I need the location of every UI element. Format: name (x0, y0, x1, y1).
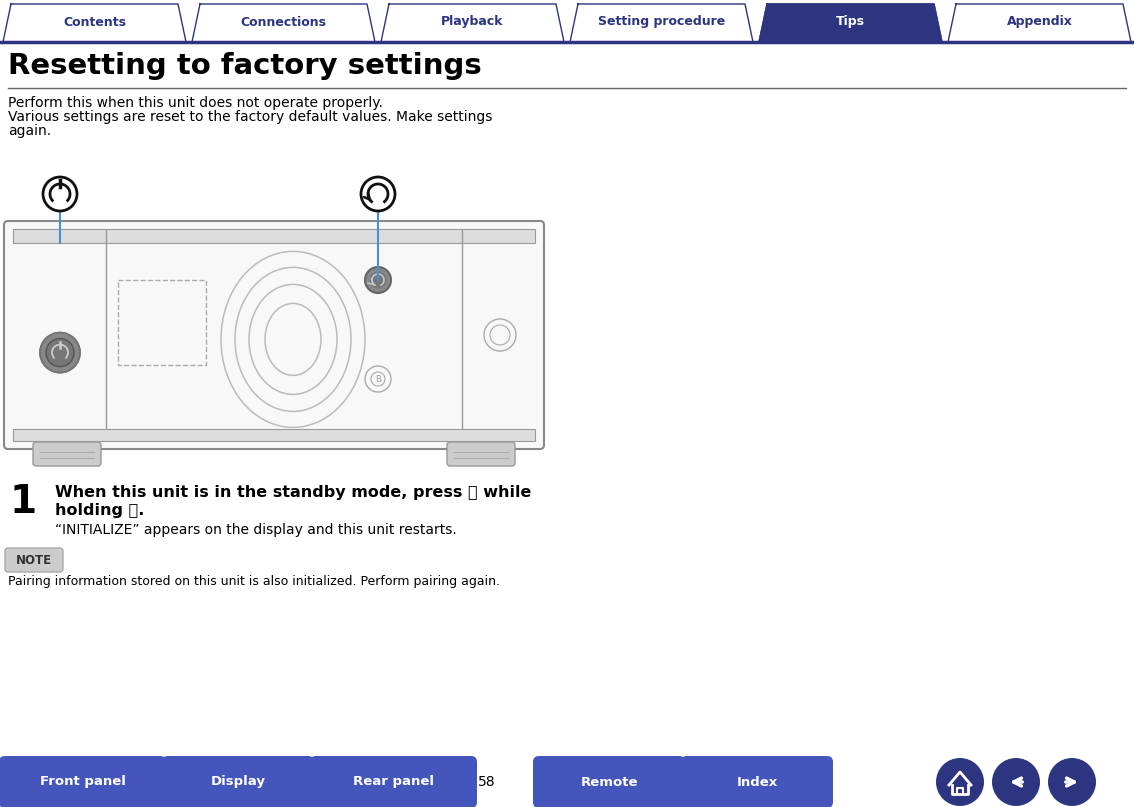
FancyBboxPatch shape (5, 221, 544, 449)
Text: Rear panel: Rear panel (353, 776, 434, 788)
Text: again.: again. (8, 124, 51, 138)
Text: 58: 58 (479, 775, 496, 789)
Polygon shape (570, 4, 753, 42)
Text: 1: 1 (10, 483, 37, 521)
Text: Appendix: Appendix (1007, 15, 1073, 28)
Text: Contents: Contents (64, 15, 126, 28)
Circle shape (992, 758, 1040, 806)
FancyBboxPatch shape (533, 756, 685, 807)
Text: Front panel: Front panel (40, 776, 126, 788)
Text: B: B (375, 374, 381, 383)
Text: NOTE: NOTE (16, 554, 52, 567)
Text: Resetting to factory settings: Resetting to factory settings (8, 52, 482, 80)
Text: Playback: Playback (441, 15, 503, 28)
FancyBboxPatch shape (447, 442, 515, 466)
Polygon shape (3, 4, 186, 42)
Polygon shape (759, 4, 942, 42)
Text: holding ⮏.: holding ⮏. (56, 503, 144, 518)
FancyBboxPatch shape (682, 756, 833, 807)
Text: Index: Index (736, 776, 778, 788)
Text: Tips: Tips (836, 15, 865, 28)
Text: Display: Display (211, 776, 265, 788)
Text: Setting procedure: Setting procedure (598, 15, 725, 28)
FancyBboxPatch shape (5, 548, 64, 572)
Text: When this unit is in the standby mode, press ⏻ while: When this unit is in the standby mode, p… (56, 485, 532, 500)
Polygon shape (192, 4, 375, 42)
Text: Connections: Connections (240, 15, 327, 28)
Text: Various settings are reset to the factory default values. Make settings: Various settings are reset to the factor… (8, 110, 492, 124)
Text: Perform this when this unit does not operate properly.: Perform this when this unit does not ope… (8, 96, 383, 110)
FancyBboxPatch shape (0, 756, 166, 807)
Circle shape (369, 271, 387, 289)
Bar (12, 229, 535, 243)
Circle shape (936, 758, 984, 806)
Polygon shape (948, 4, 1131, 42)
Circle shape (46, 339, 74, 366)
Circle shape (1048, 758, 1095, 806)
FancyBboxPatch shape (310, 756, 477, 807)
Text: Pairing information stored on this unit is also initialized. Perform pairing aga: Pairing information stored on this unit … (8, 575, 500, 588)
FancyBboxPatch shape (33, 442, 101, 466)
Circle shape (365, 267, 391, 293)
Circle shape (40, 332, 81, 373)
Bar (12, 429, 535, 441)
Text: “INITIALIZE” appears on the display and this unit restarts.: “INITIALIZE” appears on the display and … (56, 523, 457, 537)
Bar (118, 280, 206, 365)
Circle shape (361, 177, 395, 211)
Polygon shape (381, 4, 564, 42)
FancyBboxPatch shape (162, 756, 314, 807)
Circle shape (43, 177, 77, 211)
Text: Remote: Remote (581, 776, 637, 788)
